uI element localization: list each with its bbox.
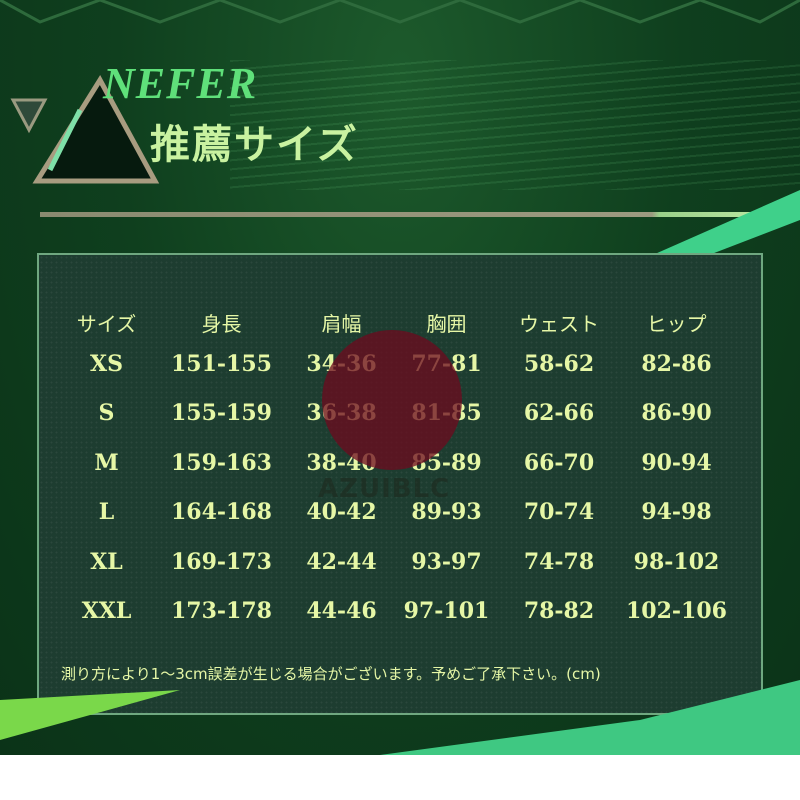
measurement-cell: 94-98 (641, 499, 712, 526)
watermark-text: AZUIBLC (318, 474, 451, 504)
column-header: ウェスト (519, 311, 599, 336)
measurement-cell: 97-101 (403, 598, 490, 625)
size-label-cell: S (98, 400, 115, 427)
table-row: L 164-168 40-42 89-93 70-74 94-98 (59, 488, 734, 538)
column-header: サイズ (76, 311, 137, 336)
measurement-cell: 159-163 (171, 449, 272, 476)
measurement-cell: 62-66 (523, 400, 595, 427)
zigzag-decoration (0, 0, 800, 24)
measurement-cell: 102-106 (626, 598, 727, 625)
background: NEFER 推薦サイズ サイズ 身長 肩幅 胸囲 ウェスト ヒップ XS 151-… (0, 0, 800, 755)
green-slash-decoration (630, 190, 800, 270)
measurement-cell: 173-178 (171, 598, 272, 625)
column-header: 胸囲 (426, 311, 467, 336)
measurement-cell: 155-159 (171, 400, 272, 427)
title-english: NEFER (103, 59, 258, 108)
measurement-note: 測り方により1～3cm誤差が生じる場合がございます。予めご了承下さい。(cm) (61, 665, 601, 683)
measurement-cell: 40-42 (306, 499, 377, 526)
size-label-cell: M (94, 449, 119, 476)
table-header-row: サイズ 身長 肩幅 胸囲 ウェスト ヒップ (59, 305, 734, 339)
size-label-cell: XL (90, 548, 123, 575)
column-header: ヒップ (646, 311, 707, 336)
streak-lines (230, 60, 800, 190)
measurement-cell: 89-93 (411, 499, 482, 526)
measurement-cell: 42-44 (306, 548, 377, 575)
rabbit-icon (322, 330, 462, 470)
measurement-cell: 66-70 (523, 449, 595, 476)
triangle-emblem (10, 75, 160, 184)
size-label-cell: XS (90, 350, 123, 377)
table-row: XXL 173-178 44-46 97-101 78-82 102-106 (59, 587, 734, 637)
size-label-cell: XXL (81, 598, 132, 625)
measurement-cell: 98-102 (633, 548, 720, 575)
column-header: 肩幅 (321, 311, 362, 336)
measurement-cell: 82-86 (641, 350, 712, 377)
size-label-cell: L (98, 499, 115, 526)
table-row: XL 169-173 42-44 93-97 74-78 98-102 (59, 537, 734, 587)
measurement-cell: 44-46 (306, 598, 377, 625)
green-slash-decoration (0, 680, 800, 755)
measurement-cell: 74-78 (523, 548, 595, 575)
size-table: サイズ 身長 肩幅 胸囲 ウェスト ヒップ XS151-15534-3677-8… (59, 305, 734, 636)
measurement-cell: 169-173 (171, 548, 272, 575)
measurement-cell: 151-155 (171, 350, 272, 377)
measurement-cell: 93-97 (411, 548, 482, 575)
measurement-cell: 78-82 (523, 598, 595, 625)
divider (40, 212, 760, 217)
table-row: M 159-163 38-40 85-89 66-70 90-94 (59, 438, 734, 488)
measurement-cell: 58-62 (523, 350, 595, 377)
column-header: 身長 (201, 311, 242, 336)
measurement-cell: 70-74 (523, 499, 595, 526)
measurement-cell: 164-168 (171, 499, 272, 526)
measurement-cell: 90-94 (641, 449, 712, 476)
measurement-cell: 86-90 (641, 400, 712, 427)
title-japanese: 推薦サイズ (150, 122, 359, 168)
